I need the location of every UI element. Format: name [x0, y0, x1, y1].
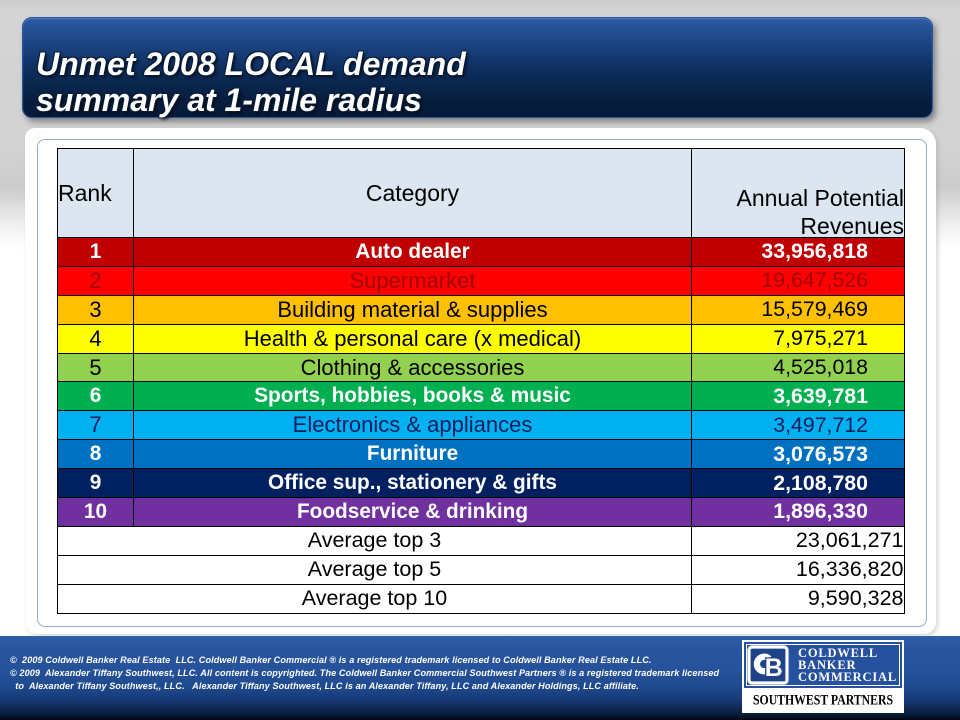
svg-text:B: B: [765, 654, 783, 682]
svg-text:B: B: [765, 654, 783, 682]
svg-text:SOUTHWEST PARTNERS: SOUTHWEST PARTNERS: [753, 693, 893, 709]
